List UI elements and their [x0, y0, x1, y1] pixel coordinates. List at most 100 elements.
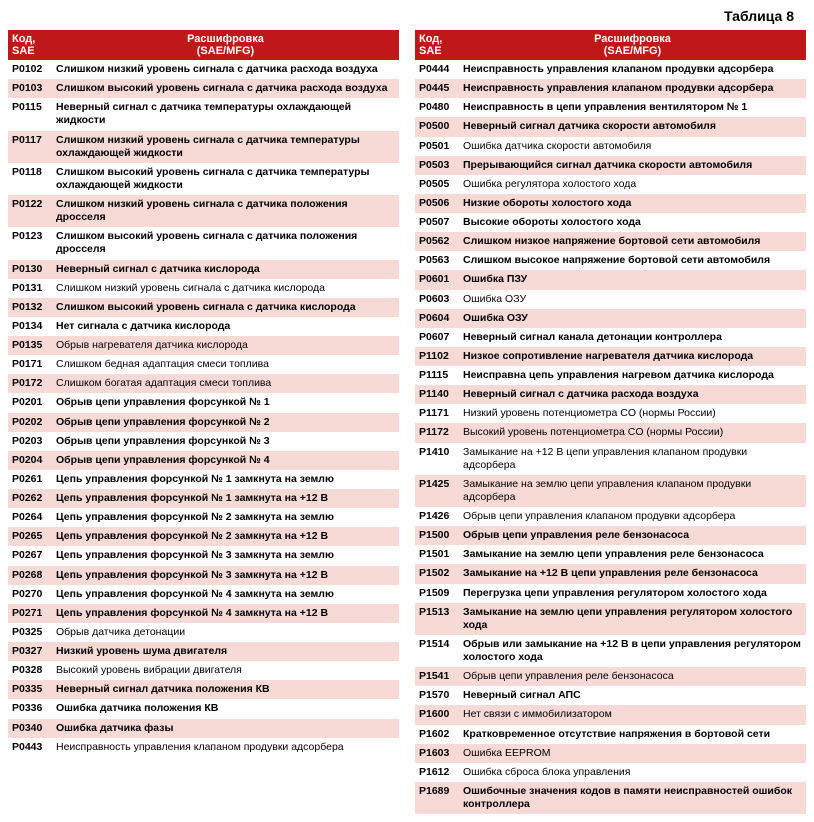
- desc-cell: Ошибка датчика положения КВ: [52, 699, 399, 718]
- table-row: P0204Обрыв цепи управления форсункой № 4: [8, 451, 399, 470]
- table-row: P0443Неисправность управления клапаном п…: [8, 738, 399, 757]
- right-column: Код, SAE Расшифровка (SAE/MFG) P0444Неис…: [415, 30, 806, 814]
- table-row: P1502Замыкание на +12 В цепи управления …: [415, 564, 806, 583]
- th-code: Код, SAE: [415, 30, 459, 60]
- table-row: P1612Ошибка сброса блока управления: [415, 763, 806, 782]
- right-table-head: Код, SAE Расшифровка (SAE/MFG): [415, 30, 806, 60]
- desc-cell: Высокий уровень потенциометра CO (нормы …: [459, 423, 806, 442]
- table-row: P0103Слишком высокий уровень сигнала с д…: [8, 79, 399, 98]
- code-cell: P0604: [415, 309, 459, 328]
- table-row: P0115Неверный сигнал с датчика температу…: [8, 98, 399, 130]
- desc-cell: Цепь управления форсункой № 4 замкнута н…: [52, 585, 399, 604]
- desc-cell: Ошибка датчика фазы: [52, 719, 399, 738]
- code-cell: P0340: [8, 719, 52, 738]
- code-cell: P0325: [8, 623, 52, 642]
- table-row: P0264Цепь управления форсункой № 2 замкн…: [8, 508, 399, 527]
- code-cell: P1172: [415, 423, 459, 442]
- table-row: P1500Обрыв цепи управления реле бензонас…: [415, 526, 806, 545]
- code-cell: P1171: [415, 404, 459, 423]
- desc-cell: Низкий уровень шума двигателя: [52, 642, 399, 661]
- code-cell: P0506: [415, 194, 459, 213]
- desc-cell: Слишком богатая адаптация смеси топлива: [52, 374, 399, 393]
- table-row: P1115Неисправна цепь управления нагревом…: [415, 366, 806, 385]
- table-row: P0268Цепь управления форсункой № 3 замкн…: [8, 566, 399, 585]
- code-cell: P0131: [8, 279, 52, 298]
- desc-cell: Кратковременное отсутствие напряжения в …: [459, 725, 806, 744]
- table-row: P0500Неверный сигнал датчика скорости ав…: [415, 117, 806, 136]
- table-row: P1570Неверный сигнал АПС: [415, 686, 806, 705]
- code-cell: P0203: [8, 432, 52, 451]
- table-row: P0135Обрыв нагревателя датчика кислорода: [8, 336, 399, 355]
- code-cell: P0444: [415, 60, 459, 79]
- columns-wrapper: Код, SAE Расшифровка (SAE/MFG) P0102 Слиш…: [8, 30, 806, 814]
- code-cell: P0503: [415, 156, 459, 175]
- desc-cell: Ошибка EEPROM: [459, 744, 806, 763]
- table-row: P1140Неверный сигнал с датчика расхода в…: [415, 385, 806, 404]
- desc-cell: Ошибка ПЗУ: [459, 270, 806, 289]
- th-desc-l1: Расшифровка: [594, 33, 671, 45]
- code-cell: P0202: [8, 413, 52, 432]
- code-cell: P1689: [415, 782, 459, 814]
- code-cell: P1115: [415, 366, 459, 385]
- desc-cell: Ошибка ОЗУ: [459, 309, 806, 328]
- desc-cell: Низкий уровень потенциометра CO (нормы Р…: [459, 404, 806, 423]
- code-cell: P1600: [415, 705, 459, 724]
- table-row: P0603Ошибка ОЗУ: [415, 290, 806, 309]
- table-row: P0335Неверный сигнал датчика положения К…: [8, 680, 399, 699]
- code-cell: P0445: [415, 79, 459, 98]
- th-desc-l2: (SAE/MFG): [197, 45, 254, 57]
- desc-cell: Неисправность в цепи управления вентилят…: [459, 98, 806, 117]
- desc-cell: Обрыв цепи управления клапаном продувки …: [459, 507, 806, 526]
- desc-cell: Слишком высокое напряжение бортовой сети…: [459, 251, 806, 270]
- right-table-body: P0444Неисправность управления клапаном п…: [415, 60, 806, 814]
- code-cell: P0171: [8, 355, 52, 374]
- left-table-body: P0102 Слишком низкий уровень сигнала с да…: [8, 60, 399, 757]
- code-cell: P0271: [8, 604, 52, 623]
- desc-cell: Неисправность управления клапаном продув…: [459, 79, 806, 98]
- table-row: P0172Слишком богатая адаптация смеси топ…: [8, 374, 399, 393]
- desc-cell: Обрыв цепи управления форсункой № 1: [52, 393, 399, 412]
- code-cell: P0204: [8, 451, 52, 470]
- th-desc-l1: Расшифровка: [187, 33, 264, 45]
- code-cell: P0270: [8, 585, 52, 604]
- table-row: P1602Кратковременное отсутствие напряжен…: [415, 725, 806, 744]
- code-cell: P0265: [8, 527, 52, 546]
- desc-cell: Замыкание на землю цепи управления реле …: [459, 545, 806, 564]
- code-cell: P0563: [415, 251, 459, 270]
- desc-cell: Замыкание на +12 В цепи управления клапа…: [459, 443, 806, 475]
- code-cell: P0130: [8, 260, 52, 279]
- code-cell: P1602: [415, 725, 459, 744]
- th-code-l2: SAE: [12, 45, 35, 57]
- desc-cell: Обрыв или замыкание на +12 В в цепи упра…: [459, 635, 806, 667]
- desc-cell: Слишком высокий уровень сигнала с датчик…: [52, 163, 399, 195]
- desc-cell: Нет связи с иммобилизатором: [459, 705, 806, 724]
- table-row: P0501Ошибка датчика скорости автомобиля: [415, 137, 806, 156]
- desc-cell: Перегрузка цепи управления регулятором х…: [459, 584, 806, 603]
- code-cell: P0262: [8, 489, 52, 508]
- right-table: Код, SAE Расшифровка (SAE/MFG) P0444Неис…: [415, 30, 806, 814]
- code-cell: P0115: [8, 98, 52, 130]
- desc-cell: Ошибка регулятора холостого хода: [459, 175, 806, 194]
- desc-cell: Прерывающийся сигнал датчика скорости ав…: [459, 156, 806, 175]
- desc-cell: Ошибка ОЗУ: [459, 290, 806, 309]
- desc-cell: Цепь управления форсункой № 3 замкнута н…: [52, 566, 399, 585]
- desc-cell: Слишком низкий уровень сигнала с датчика…: [52, 195, 399, 227]
- desc-cell: Неисправность управления клапаном продув…: [459, 60, 806, 79]
- table-row: P0130Неверный сигнал с датчика кислорода: [8, 260, 399, 279]
- code-cell: P1426: [415, 507, 459, 526]
- code-cell: P0201: [8, 393, 52, 412]
- desc-cell: Обрыв цепи управления форсункой № 3: [52, 432, 399, 451]
- th-code-l1: Код,: [12, 33, 35, 45]
- table-row: P0507Высокие обороты холостого хода: [415, 213, 806, 232]
- code-cell: P0102: [8, 60, 52, 79]
- code-cell: P1501: [415, 545, 459, 564]
- table-row: P0134Нет сигнала с датчика кислорода: [8, 317, 399, 336]
- desc-cell: Неверный сигнал датчика положения КВ: [52, 680, 399, 699]
- code-cell: P1502: [415, 564, 459, 583]
- desc-cell: Слишком низкое напряжение бортовой сети …: [459, 232, 806, 251]
- code-cell: P0603: [415, 290, 459, 309]
- code-cell: P0135: [8, 336, 52, 355]
- table-row: P1600Нет связи с иммобилизатором: [415, 705, 806, 724]
- table-row: P0328Высокий уровень вибрации двигателя: [8, 661, 399, 680]
- table-row: P0261Цепь управления форсункой № 1 замкн…: [8, 470, 399, 489]
